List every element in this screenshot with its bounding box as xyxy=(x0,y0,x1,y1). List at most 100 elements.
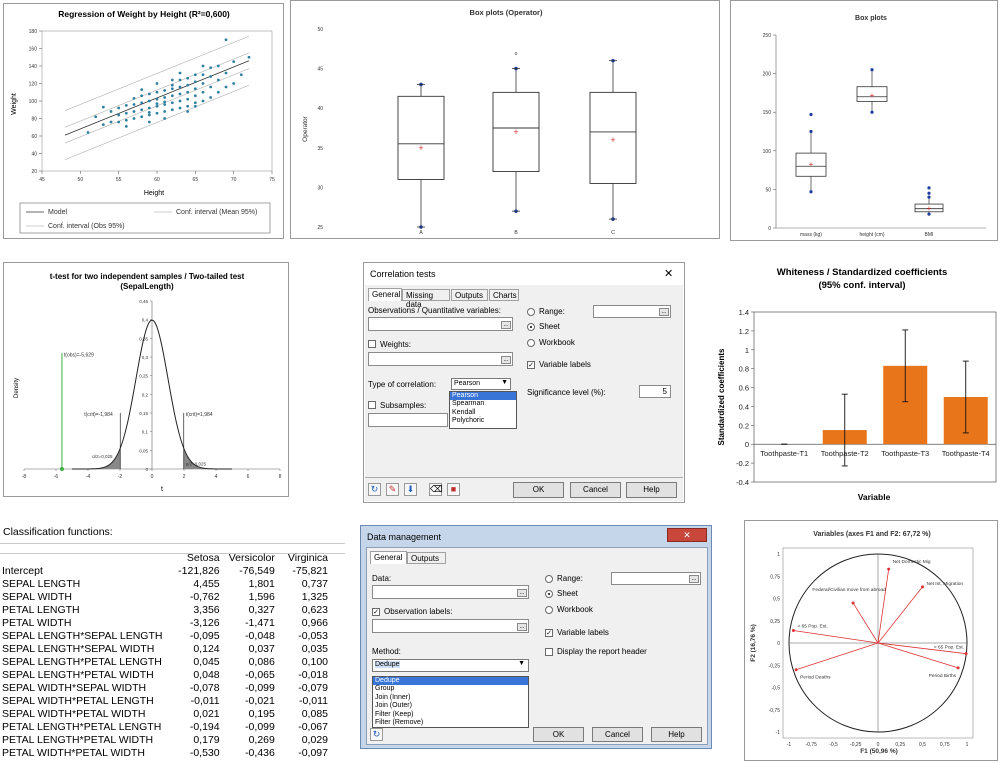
divider xyxy=(0,543,345,544)
y-tick-label: 0.8 xyxy=(739,365,749,374)
variable-labels-checkbox[interactable]: ✓ xyxy=(527,361,535,369)
help-button[interactable]: Help xyxy=(651,727,702,742)
workbook-radio[interactable] xyxy=(527,339,535,347)
correlation-type-list[interactable]: Pearson Spearman Kendall Polychoric xyxy=(449,391,517,429)
data-point xyxy=(163,100,167,104)
ok-button[interactable]: OK xyxy=(513,482,564,498)
tab-general[interactable]: General xyxy=(368,288,402,301)
tab-outputs[interactable]: Outputs xyxy=(407,552,446,564)
range-label: Range: xyxy=(539,307,565,316)
row-label: PETAL LENGTH xyxy=(2,604,80,616)
reset-icon[interactable]: ↻ xyxy=(370,728,383,741)
data-point xyxy=(201,82,205,85)
observation-labels-checkbox[interactable]: ✓ xyxy=(372,608,380,616)
range-select-button[interactable]: ... xyxy=(659,308,669,316)
variable-labels-checkbox[interactable]: ✓ xyxy=(545,629,553,637)
x-tick-label: -0,75 xyxy=(806,742,818,748)
option-kendall[interactable]: Kendall xyxy=(452,408,476,416)
mean-marker: + xyxy=(513,127,518,137)
mean-marker: + xyxy=(418,143,423,153)
tab-missing-data[interactable]: Missing data xyxy=(402,289,450,309)
cancel-button[interactable]: Cancel xyxy=(592,727,643,742)
tab-charts[interactable]: Charts xyxy=(489,289,519,301)
data-point xyxy=(140,115,144,119)
weights-field[interactable]: ... xyxy=(368,352,513,366)
range-select-button[interactable]: ... xyxy=(517,623,527,631)
down-arrow-icon[interactable]: ⬇ xyxy=(404,483,417,496)
option-spearman[interactable]: Spearman xyxy=(452,400,485,408)
variable-label: > 65 Pop. Est. xyxy=(934,645,964,651)
cell-value: -1,471 xyxy=(245,617,275,629)
help-button[interactable]: Help xyxy=(626,482,677,498)
option-filter-remove[interactable]: Filter (Remove) xyxy=(375,718,424,726)
option-join-outer[interactable]: Join (Outer) xyxy=(375,702,412,710)
y-tick-label: 0,2 xyxy=(142,392,149,397)
subsamples-label: Subsamples: xyxy=(380,401,427,410)
y-tick-label: 0.2 xyxy=(739,421,749,430)
sheet-radio[interactable] xyxy=(545,590,553,598)
significance-level-input[interactable]: 5 xyxy=(639,385,671,398)
cell-value: -0,078 xyxy=(189,682,220,694)
range-select-button[interactable]: ... xyxy=(517,589,527,597)
observations-field[interactable]: ... xyxy=(368,317,513,331)
option-polychoric[interactable]: Polychoric xyxy=(452,417,485,425)
eraser-icon[interactable]: ✎ xyxy=(386,483,399,496)
chevron-down-icon[interactable]: ▼ xyxy=(501,379,508,386)
range-radio[interactable] xyxy=(545,575,553,583)
range-select-button[interactable]: ... xyxy=(501,321,511,329)
cell-value: -0,021 xyxy=(245,695,275,707)
alpha-left-annotation: α/2=0,025 xyxy=(92,454,113,459)
observation-labels-field[interactable]: ... xyxy=(372,619,529,633)
option-filter-keep[interactable]: Filter (Keep) xyxy=(375,710,414,718)
option-group[interactable]: Group xyxy=(375,685,395,693)
x-tick-label: 8 xyxy=(279,474,282,480)
loading-vector xyxy=(793,630,879,644)
workbook-label: Workbook xyxy=(557,605,593,614)
data-point xyxy=(232,60,236,64)
chevron-down-icon[interactable]: ▼ xyxy=(518,660,525,667)
data-label: Data: xyxy=(372,574,392,583)
method-list[interactable]: Dedupe Group Join (Inner) Join (Outer) F… xyxy=(372,676,529,728)
range-select-button[interactable]: ... xyxy=(689,575,699,583)
data-point xyxy=(170,83,174,87)
cell-value: 0,100 xyxy=(301,656,328,668)
correlation-type-select[interactable]: Pearson ▼ xyxy=(451,378,511,390)
regression-chart: Regression of Weight by Height (R²=0,600… xyxy=(11,9,275,234)
reset-icon[interactable]: ↻ xyxy=(368,483,381,496)
method-select[interactable]: Dedupe ▼ xyxy=(372,659,529,672)
option-dedupe[interactable]: Dedupe xyxy=(373,677,528,686)
report-header-checkbox[interactable] xyxy=(545,648,553,656)
tab-outputs[interactable]: Outputs xyxy=(451,289,488,301)
sheet-radio[interactable] xyxy=(527,323,535,331)
subsamples-field[interactable] xyxy=(368,413,448,427)
data-point xyxy=(209,85,213,89)
variable-label: Net Int. Migration xyxy=(927,581,964,587)
option-join-inner[interactable]: Join (Inner) xyxy=(375,693,411,701)
cancel-button[interactable]: Cancel xyxy=(570,482,621,498)
clear-icon[interactable]: ⌫ xyxy=(429,483,443,496)
t-crit-left-annotation: t(crit)=-1,984 xyxy=(84,412,113,418)
data-point xyxy=(201,99,205,103)
close-button[interactable]: ✕ xyxy=(667,528,707,542)
range-field[interactable]: ... xyxy=(611,572,701,585)
subsamples-checkbox[interactable] xyxy=(368,401,376,409)
ttest-chart: t-test for two independent samples / Two… xyxy=(14,272,282,493)
close-icon[interactable]: ✕ xyxy=(664,268,674,280)
workbook-radio[interactable] xyxy=(545,606,553,614)
range-field[interactable]: ... xyxy=(593,305,671,318)
weights-checkbox[interactable] xyxy=(368,340,376,348)
table-row: SEPAL LENGTH*SEPAL WIDTH 0,124 0,037 0,035 xyxy=(0,643,330,656)
cell-value: 0,737 xyxy=(301,578,328,590)
ok-button[interactable]: OK xyxy=(533,727,584,742)
data-field[interactable]: ... xyxy=(372,585,529,599)
range-radio[interactable] xyxy=(527,308,535,316)
color-toggle-icon[interactable]: ■ xyxy=(447,483,460,496)
y-tick-label: -0,5 xyxy=(771,686,780,692)
option-pearson[interactable]: Pearson xyxy=(450,392,516,401)
y-tick-label: 35 xyxy=(317,146,323,152)
y-tick-label: 20 xyxy=(31,169,37,175)
tab-general[interactable]: General xyxy=(370,551,407,564)
row-label: SEPAL LENGTH*SEPAL WIDTH xyxy=(2,643,155,655)
x-tick-label: 0,25 xyxy=(895,742,905,748)
range-select-button[interactable]: ... xyxy=(501,356,511,364)
